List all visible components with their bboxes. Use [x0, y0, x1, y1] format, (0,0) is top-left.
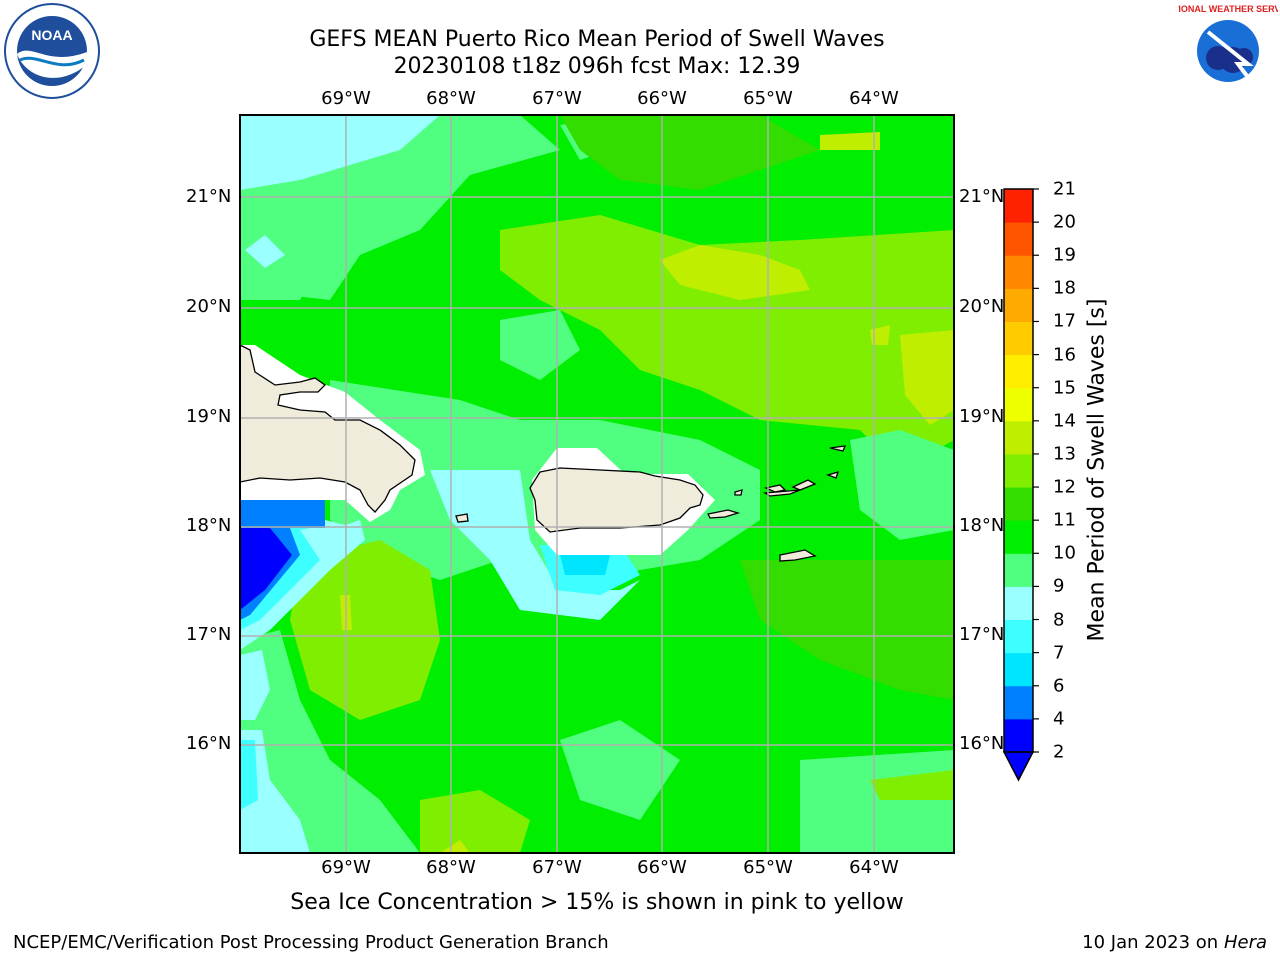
sea-ice-note: Sea Ice Concentration > 15% is shown in …: [290, 890, 904, 915]
lon-label-bottom: 65°W: [743, 857, 793, 878]
colorbar-extend-triangle: [1002, 751, 1035, 782]
lon-label-bottom: 66°W: [637, 857, 687, 878]
colorbar-segment: [1004, 222, 1033, 256]
lat-label-left: 18°N: [186, 515, 232, 536]
lat-label-right: 20°N: [959, 296, 1005, 317]
colorbar-segment: [1004, 288, 1033, 322]
chart-title: GEFS MEAN Puerto Rico Mean Period of Swe…: [309, 27, 885, 52]
lat-label-right: 21°N: [959, 186, 1005, 207]
footer-branch: NCEP/EMC/Verification Post Processing Pr…: [13, 932, 609, 953]
chart-subtitle: 20230108 t18z 096h fcst Max: 12.39: [393, 54, 801, 79]
lat-label-right: 17°N: [959, 624, 1005, 645]
lat-label-right: 16°N: [959, 733, 1005, 754]
lon-label-top: 67°W: [532, 88, 582, 109]
noaa-logo-text: NOAA: [31, 27, 72, 43]
colorbar-label: Mean Period of Swell Waves [s]: [1084, 298, 1110, 642]
lon-label-top: 68°W: [426, 88, 476, 109]
colorbar-tick-label: 4: [1053, 708, 1065, 730]
lat-label-right: 18°N: [959, 515, 1005, 536]
colorbar-segment: [1004, 354, 1033, 389]
colorbar-frame: [1003, 188, 1034, 753]
noaa-logo: NOAA: [4, 3, 100, 99]
lon-label-bottom: 68°W: [426, 857, 476, 878]
lon-label-top: 66°W: [637, 88, 687, 109]
colorbar-segment: [1004, 520, 1033, 554]
footer-date-text: 10 Jan 2023 on: [1082, 932, 1219, 953]
colorbar-segment: [1004, 453, 1033, 488]
colorbar-tick-label: 11: [1053, 509, 1076, 531]
colorbar-segment: [1004, 685, 1033, 720]
lon-label-top: 69°W: [321, 88, 371, 109]
lat-label-left: 19°N: [186, 406, 232, 427]
colorbar-tick-label: 19: [1053, 244, 1076, 266]
colorbar-tick-label: 6: [1053, 675, 1065, 697]
colorbar-segment: [1004, 189, 1033, 223]
colorbar-tick-label: 20: [1053, 211, 1076, 233]
colorbar-segment: [1004, 586, 1033, 621]
colorbar-tick-label: 9: [1053, 575, 1065, 597]
colorbar-tick-label: 14: [1053, 410, 1076, 432]
colorbar-tick-label: 10: [1053, 542, 1076, 564]
nws-logo: NATIONAL WEATHER SERVICE: [1178, 4, 1278, 98]
colorbar-segment: [1004, 553, 1033, 587]
colorbar-tick-label: 17: [1053, 310, 1076, 332]
lon-label-top: 65°W: [743, 88, 793, 109]
colorbar-tick-label: 15: [1053, 377, 1076, 399]
colorbar-segment: [1004, 255, 1033, 289]
colorbar-segment: [1004, 652, 1033, 687]
colorbar-segment: [1004, 420, 1033, 455]
colorbar-segment: [1004, 321, 1033, 356]
colorbar-tick-label: 21: [1053, 178, 1076, 200]
colorbar-tick-label: 18: [1053, 277, 1076, 299]
footer-date: 10 Jan 2023 on Hera: [1082, 932, 1267, 953]
lon-label-bottom: 64°W: [849, 857, 899, 878]
colorbar-tick-label: 12: [1053, 476, 1076, 498]
colorbar-segment: [1004, 487, 1033, 521]
graticule: [240, 115, 954, 853]
colorbar-segment: [1004, 619, 1033, 654]
plot-frame: [239, 114, 955, 854]
lat-label-left: 20°N: [186, 296, 232, 317]
colorbar-tick-label: 2: [1053, 741, 1065, 763]
colorbar-segment: [1004, 387, 1033, 422]
land-masses: [239, 343, 847, 562]
colorbar-segment: [1004, 718, 1033, 753]
colorbar-tick-label: 13: [1053, 443, 1076, 465]
lon-label-top: 64°W: [849, 88, 899, 109]
lat-label-right: 19°N: [959, 406, 1005, 427]
lat-label-left: 21°N: [186, 186, 232, 207]
lon-label-bottom: 67°W: [532, 857, 582, 878]
lat-label-left: 16°N: [186, 733, 232, 754]
footer-machine: Hera: [1223, 932, 1267, 953]
colorbar-tick-label: 16: [1053, 344, 1076, 366]
nws-logo-text: NATIONAL WEATHER SERVICE: [1178, 4, 1278, 14]
colorbar-tick-label: 7: [1053, 642, 1065, 664]
colorbar-tick-label: 8: [1053, 609, 1065, 631]
lat-label-left: 17°N: [186, 624, 232, 645]
lon-label-bottom: 69°W: [321, 857, 371, 878]
